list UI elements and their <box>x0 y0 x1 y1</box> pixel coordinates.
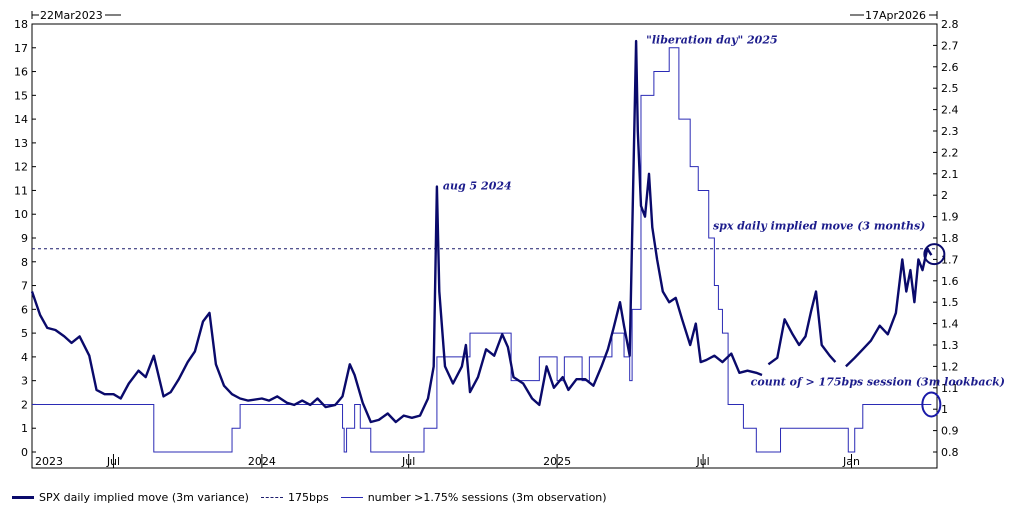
left-axis-tick-label: 4 <box>21 351 28 364</box>
plot-frame <box>31 23 938 469</box>
right-axis-tick-label: 1.7 <box>941 253 959 266</box>
x-axis-tick-label: 2023 <box>35 455 63 468</box>
legend-item-implied: SPX daily implied move (3m variance) <box>12 491 249 504</box>
right-axis-tick-label: 1.8 <box>941 232 959 245</box>
left-axis-tick-label: 9 <box>21 232 28 245</box>
annotation-label: "liberation day" 2025 <box>646 34 778 47</box>
count-series-line <box>32 47 932 453</box>
count-latest-marker <box>921 391 942 418</box>
implied-series-layer <box>30 39 933 424</box>
x-axis-tick-label: Jul <box>106 455 120 468</box>
left-axis-tick-label: 1 <box>21 422 28 435</box>
left-axis-tick-label: 17 <box>14 42 28 55</box>
legend-swatch-dashed <box>260 496 283 498</box>
left-axis-tick-label: 12 <box>14 161 28 174</box>
right-axis-tick-label: 1.9 <box>941 211 959 224</box>
legend-label-count: number >1.75% sessions (3m observation) <box>367 490 607 504</box>
left-axis-tick-label: 0 <box>21 446 28 459</box>
axes-layer: 01234567891011121314151617180.80.911.11.… <box>14 18 959 468</box>
right-axis-tick-label: 2.7 <box>941 39 959 52</box>
right-axis-tick-label: 1.4 <box>941 318 959 331</box>
implied-latest-marker <box>923 243 946 266</box>
right-axis-tick-label: 1.2 <box>941 360 959 373</box>
marker-layer <box>921 243 946 418</box>
left-axis-tick-label: 7 <box>21 280 28 293</box>
right-axis-tick-label: 2.8 <box>941 18 959 31</box>
right-axis-tick-label: 1.1 <box>941 382 959 395</box>
right-axis-tick-label: 2.1 <box>941 168 959 181</box>
left-axis-tick-label: 5 <box>21 327 28 340</box>
left-axis-tick-label: 8 <box>21 256 28 269</box>
left-axis-tick-label: 18 <box>14 18 28 31</box>
legend-item-count: number >1.75% sessions (3m observation) <box>340 490 607 504</box>
right-axis-tick-label: 0.8 <box>941 446 959 459</box>
right-axis-tick-label: 1.5 <box>941 296 959 309</box>
annotation-label: aug 5 2024 <box>443 180 512 193</box>
right-axis-tick-label: 2.6 <box>941 61 959 74</box>
right-axis-tick-label: 2.5 <box>941 82 959 95</box>
legend-swatch-thick <box>12 495 34 499</box>
header-end-date: 17Apr2026 <box>865 9 926 22</box>
legend-label-threshold: 175bps <box>287 490 329 504</box>
x-axis-tick-label: 2025 <box>543 455 571 468</box>
annotation-label: count of > 175bps session (3m lookback) <box>751 376 1005 389</box>
left-axis-tick-label: 6 <box>21 303 28 316</box>
right-axis-tick-label: 1 <box>941 403 948 416</box>
right-axis-tick-label: 2 <box>941 189 948 202</box>
x-axis-tick-label: Jan <box>842 455 860 468</box>
left-axis-tick-label: 2 <box>21 398 28 411</box>
legend-swatch-thin <box>340 496 363 498</box>
x-axis-tick-label: Jul <box>401 455 415 468</box>
left-axis-tick-label: 13 <box>14 137 28 150</box>
legend-item-threshold: 175bps <box>260 490 329 504</box>
right-axis-tick-label: 0.9 <box>941 425 959 438</box>
x-axis-tick-label: 2024 <box>248 455 276 468</box>
right-axis-tick-label: 1.3 <box>941 339 959 352</box>
left-axis-tick-label: 10 <box>14 208 28 221</box>
left-axis-tick-label: 15 <box>14 89 28 102</box>
legend: SPX daily implied move (3m variance) 175… <box>12 488 619 506</box>
legend-label-implied: SPX daily implied move (3m variance) <box>39 490 249 504</box>
left-axis-tick-label: 11 <box>14 184 28 197</box>
right-axis-tick-label: 2.4 <box>941 104 959 117</box>
left-axis-tick-label: 3 <box>21 375 28 388</box>
right-axis-tick-label: 1.6 <box>941 275 959 288</box>
left-axis-tick-label: 14 <box>14 113 28 126</box>
x-axis-tick-label: Jul <box>695 455 709 468</box>
annotation-layer: aug 5 2024 "liberation day" 2025 spx daily… <box>443 34 1005 389</box>
right-axis-tick-label: 2.3 <box>941 125 959 138</box>
implied-series-line <box>30 39 933 424</box>
left-axis-tick-label: 16 <box>14 66 28 79</box>
header-start-date: 22Mar2023 <box>40 9 103 22</box>
annotation-label: spx daily implied move (3 months) <box>713 220 925 233</box>
spx-implied-move-chart: 22Mar2023 17Apr2026 01234567891011121314… <box>14 9 1005 469</box>
right-axis-tick-label: 2.2 <box>941 146 959 159</box>
count-series-layer <box>32 47 932 453</box>
